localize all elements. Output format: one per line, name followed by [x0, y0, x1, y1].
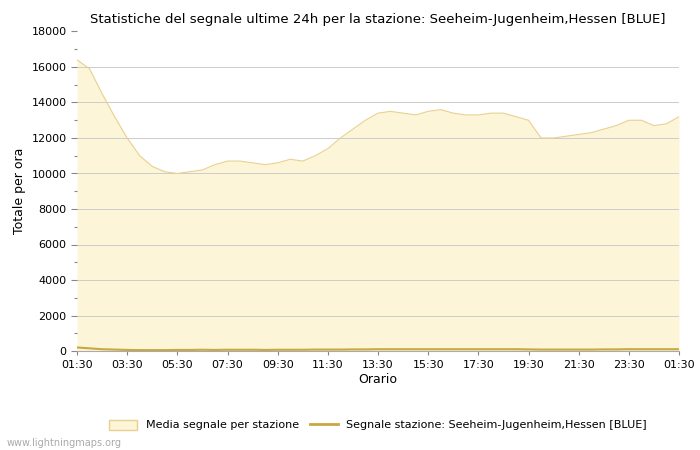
Title: Statistiche del segnale ultime 24h per la stazione: Seeheim-Jugenheim,Hessen [BL: Statistiche del segnale ultime 24h per l…: [90, 13, 666, 26]
Legend: Media segnale per stazione, Segnale stazione: Seeheim-Jugenheim,Hessen [BLUE]: Media segnale per stazione, Segnale staz…: [104, 415, 652, 435]
Y-axis label: Totale per ora: Totale per ora: [13, 148, 26, 234]
Text: www.lightningmaps.org: www.lightningmaps.org: [7, 438, 122, 448]
X-axis label: Orario: Orario: [358, 373, 398, 386]
